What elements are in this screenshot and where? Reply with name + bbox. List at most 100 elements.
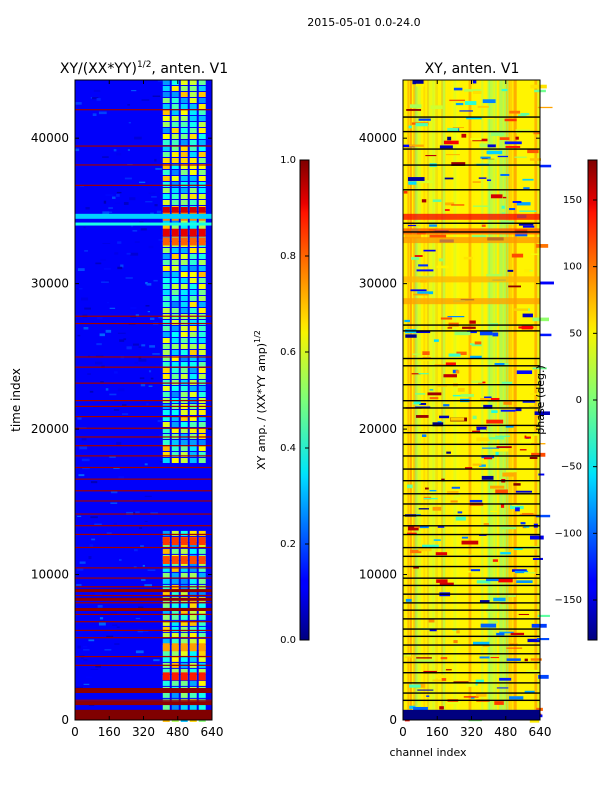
- heatmap-cell: [171, 122, 179, 127]
- heatmap-flag-row: [403, 148, 540, 150]
- heatmap-cell: [144, 520, 148, 522]
- heatmap-cell: [171, 386, 179, 391]
- heatmap-cell: [180, 542, 188, 548]
- heatmap-cell: [460, 394, 474, 397]
- heatmap-cell: [421, 434, 427, 437]
- heatmap-cell: [189, 290, 197, 295]
- heatmap-cell: [472, 80, 477, 84]
- heatmap-cell: [486, 577, 499, 582]
- heatmap-cell: [91, 97, 99, 100]
- heatmap-cell: [127, 149, 130, 151]
- heatmap-cell: [171, 542, 179, 548]
- heatmap-cell: [198, 254, 206, 259]
- heatmap-cell: [189, 572, 197, 578]
- heatmap-cell: [521, 438, 533, 443]
- heatmap-cell: [76, 584, 82, 587]
- heatmap-cell: [180, 446, 188, 451]
- heatmap-cell: [171, 602, 179, 608]
- heatmap-cell: [85, 676, 93, 678]
- heatmap-flag-row: [403, 644, 540, 646]
- heatmap-cell: [467, 570, 479, 573]
- heatmap-cell: [436, 579, 448, 583]
- heatmap-cell: [526, 669, 540, 674]
- heatmap-cell: [162, 350, 170, 355]
- heatmap-cell: [151, 196, 157, 198]
- heatmap-cell: [99, 686, 103, 689]
- x-tick-label: 0: [71, 725, 79, 739]
- heatmap-cell: [520, 112, 530, 116]
- heatmap-cell: [474, 341, 482, 345]
- heatmap-cell: [505, 145, 521, 148]
- heatmap-cell: [171, 98, 179, 103]
- heatmap-cell: [492, 448, 509, 452]
- heatmap-cell: [435, 674, 445, 679]
- heatmap-cell: [158, 239, 164, 241]
- heatmap-cell: [419, 402, 427, 405]
- heatmap-flag-row: [75, 145, 212, 147]
- heatmap-cell: [171, 440, 179, 445]
- heatmap-cell: [457, 511, 463, 514]
- y-tick-label: 10000: [359, 568, 397, 582]
- phase-colorbar-ticks: −150 −100 −50 0 50 100 150: [555, 195, 597, 606]
- heatmap-cell: [189, 356, 197, 361]
- heatmap-cell: [148, 245, 154, 249]
- heatmap-cell: [448, 353, 461, 357]
- heatmap-cell: [162, 200, 170, 205]
- heatmap-cell: [171, 320, 179, 325]
- heatmap-cell: [116, 626, 120, 628]
- heatmap-cell: [162, 410, 170, 415]
- heatmap-cell: [171, 556, 179, 564]
- heatmap-cell: [162, 338, 170, 343]
- heatmap-cell: [162, 446, 170, 451]
- heatmap-cell: [198, 620, 206, 626]
- heatmap-cell: [189, 542, 197, 548]
- heatmap-cell: [162, 266, 170, 271]
- colorbar-tick-label: −100: [555, 528, 582, 539]
- heatmap-cell: [171, 608, 179, 614]
- heatmap-cell: [171, 296, 179, 301]
- heatmap-cell: [443, 374, 457, 378]
- heatmap-cell: [180, 386, 188, 391]
- heatmap-cell: [417, 180, 434, 184]
- heatmap-cell: [189, 176, 197, 181]
- y-tick-label: 30000: [359, 277, 397, 291]
- heatmap-cell: [162, 152, 170, 157]
- heatmap-cell: [432, 422, 444, 427]
- heatmap-cell: [198, 176, 206, 181]
- heatmap-cell: [198, 290, 206, 295]
- heatmap-cell: [94, 523, 102, 525]
- heatmap-cell: [189, 320, 197, 325]
- heatmap-cell: [180, 584, 188, 590]
- heatmap-cell: [487, 155, 497, 159]
- heatmap-cell: [162, 590, 170, 596]
- heatmap-cell: [412, 353, 421, 355]
- heatmap-cell: [162, 452, 170, 457]
- heatmap-flag-row: [403, 584, 540, 587]
- heatmap-cell: [82, 467, 90, 470]
- heatmap-cell: [154, 158, 157, 162]
- heatmap-cell: [469, 320, 476, 324]
- heatmap-cell: [418, 264, 429, 267]
- heatmap-cell: [126, 252, 131, 255]
- heatmap-cell: [116, 247, 120, 250]
- heatmap-cell: [171, 326, 179, 331]
- x-tick-label: 320: [460, 725, 483, 739]
- heatmap-cell: [538, 674, 549, 679]
- heatmap-cell: [95, 262, 102, 265]
- heatmap-cell: [162, 542, 170, 548]
- heatmap-cell: [180, 164, 188, 169]
- heatmap-cell: [411, 257, 420, 260]
- heatmap-cell: [423, 249, 436, 252]
- heatmap-cell: [94, 593, 103, 595]
- heatmap-cell: [162, 170, 170, 175]
- amplitude-colorbar-label: XY amp. / (XX*YY amp)1/2: [253, 330, 268, 470]
- heatmap-cell: [180, 296, 188, 301]
- heatmap-cell: [461, 536, 469, 539]
- heatmap-cell: [162, 374, 170, 379]
- colorbar-tick-label: 0.4: [280, 443, 296, 454]
- heatmap-cell: [159, 460, 166, 463]
- heatmap-cell: [526, 432, 534, 437]
- heatmap-cell: [140, 545, 144, 548]
- heatmap-cell: [171, 194, 179, 199]
- heatmap-cell: [189, 458, 197, 463]
